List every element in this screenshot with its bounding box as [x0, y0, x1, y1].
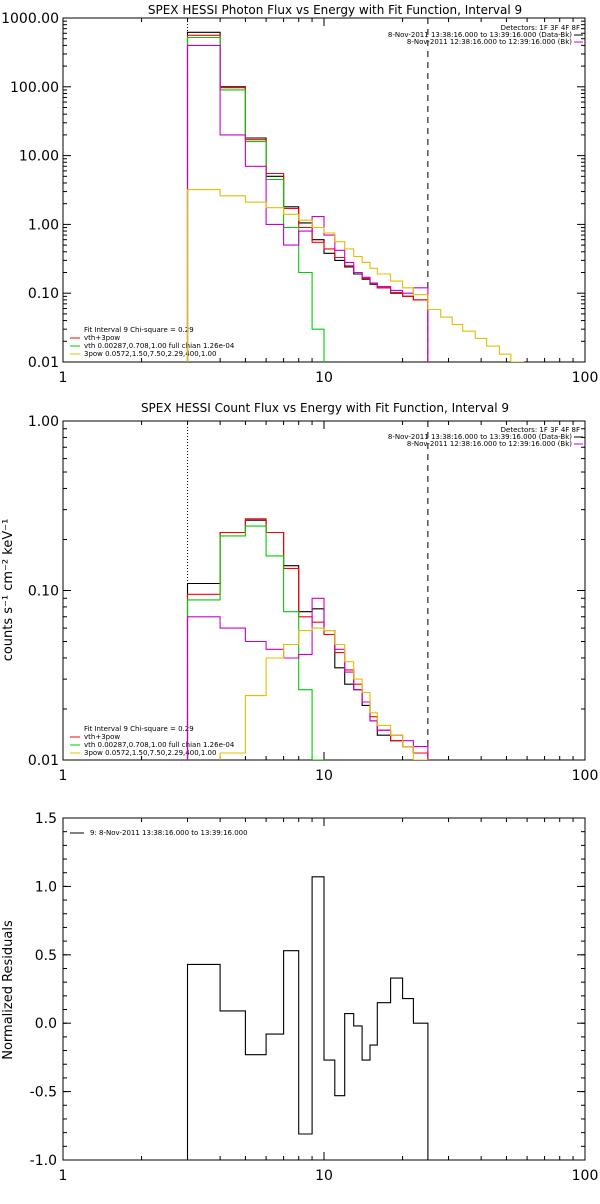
photon-y-tick-label: 0.01 — [28, 355, 59, 371]
residuals-x-tick-label: 100 — [572, 1168, 599, 1184]
count-legend-vth: vth 0.00287,0.708,1.00 full chian 1.26e-… — [84, 741, 235, 749]
residuals-y-tick-label: 0.5 — [35, 948, 57, 964]
count-y-tick-label: 1.00 — [28, 414, 59, 430]
photon-legend-top: Detectors: 1F 3F 4F 8F 8-Nov-2011 13:38:… — [388, 24, 580, 46]
photon-x-tick-label: 100 — [572, 370, 599, 386]
count-legend-bottom: Fit Interval 9 Chi-square = 0.29 vth+3po… — [84, 725, 235, 757]
residuals-y-tick-label: -1.0 — [30, 1153, 57, 1169]
count-series-0-line — [186, 519, 429, 760]
residuals-series-group — [186, 876, 429, 1160]
photon-y-tick-label: 0.10 — [28, 286, 59, 302]
count-series-3-line — [186, 597, 429, 760]
count-legend-fit: Fit Interval 9 Chi-square = 0.29 — [84, 725, 194, 733]
photon-legend-3pow: 3pow 0.0572,1.50,7.50,2.29,400,1.00 — [84, 350, 216, 358]
photon-legend-fit: Fit Interval 9 Chi-square = 0.29 — [84, 326, 194, 334]
photon-y-tick-label: 1.00 — [28, 217, 59, 233]
residuals-y-tick-label: 0.0 — [35, 1016, 57, 1032]
count-series-2-line — [186, 525, 325, 760]
photon-x-tick-label: 1 — [59, 370, 68, 386]
residuals-ylabel: Normalized Residuals — [1, 920, 16, 1060]
count-x-tick-label: 1 — [59, 768, 68, 784]
residuals-x-tick-label: 10 — [315, 1168, 333, 1184]
count-flux-title: SPEX HESSI Count Flux vs Energy with Fit… — [141, 401, 509, 415]
count-series-4-line — [219, 627, 429, 760]
residuals-series-0-line — [186, 876, 429, 1160]
count-y-tick-label: 0.10 — [28, 584, 59, 600]
photon-series-2-line — [186, 36, 325, 362]
count-legend-3pow: 3pow 0.0572,1.50,7.50,2.29,400,1.00 — [84, 749, 216, 757]
count-legend-top: Detectors: 1F 3F 4F 8F 8-Nov-2011 13:38:… — [388, 426, 580, 448]
count-legend-bk: 8-Nov-2011 12:38:16.000 to 12:39:16.000 … — [407, 440, 572, 448]
count-flux-panel: SPEX HESSI Count Flux vs Energy with Fit… — [1, 401, 598, 784]
residuals-panel: Normalized Residuals 9: 8-Nov-2011 13:38… — [1, 811, 598, 1184]
count-legend-data: 8-Nov-2011 13:38:16.000 to 13:39:16.000 … — [388, 433, 572, 441]
residuals-y-tick-label: 1.0 — [35, 879, 57, 895]
photon-x-tick-label: 10 — [315, 370, 333, 386]
photon-legend-total: vth+3pow — [84, 334, 120, 342]
photon-y-tick-label: 1000.00 — [1, 11, 59, 27]
photon-legend-bk: 8-Nov-2011 12:38:16.000 to 12:39:16.000 … — [407, 38, 572, 46]
residuals-y-tick-label: 1.5 — [35, 811, 57, 827]
count-axes-frame — [62, 420, 586, 761]
photon-flux-panel: SPEX HESSI Photon Flux vs Energy with Fi… — [1, 3, 598, 386]
photon-y-tick-label: 10.00 — [19, 149, 59, 165]
count-x-tick-label: 10 — [315, 768, 333, 784]
photon-series-4-line — [186, 189, 524, 362]
photon-legend-bottom: Fit Interval 9 Chi-square = 0.29 vth+3po… — [84, 326, 235, 358]
count-series-group — [186, 518, 429, 760]
photon-series-3-line — [186, 44, 429, 362]
count-legend-total: vth+3pow — [84, 733, 120, 741]
count-series-1-line — [186, 518, 429, 760]
photon-series-0-line — [186, 31, 429, 362]
residuals-x-tick-label: 1 — [59, 1168, 68, 1184]
photon-axes-frame — [62, 17, 586, 363]
residuals-y-tick-label: -0.5 — [30, 1085, 57, 1101]
count-flux-ylabel: counts s⁻¹ cm⁻² keV⁻¹ — [1, 519, 16, 662]
photon-series-1-line — [186, 34, 429, 362]
photon-legend-detectors: Detectors: 1F 3F 4F 8F — [501, 24, 580, 32]
photon-y-tick-label: 100.00 — [10, 80, 59, 96]
count-y-tick-label: 0.01 — [28, 753, 59, 769]
photon-legend-vth: vth 0.00287,0.708,1.00 full chian 1.26e-… — [84, 342, 235, 350]
photon-series-group — [186, 31, 524, 362]
residuals-legend: 9: 8-Nov-2011 13:38:16.000 to 13:39:16.0… — [90, 829, 248, 837]
count-x-tick-label: 100 — [572, 768, 599, 784]
photon-flux-title: SPEX HESSI Photon Flux vs Energy with Fi… — [148, 3, 522, 17]
photon-legend-data: 8-Nov-2011 13:38:16.000 to 13:39:16.000 … — [388, 31, 572, 39]
count-legend-detectors: Detectors: 1F 3F 4F 8F — [501, 426, 580, 434]
